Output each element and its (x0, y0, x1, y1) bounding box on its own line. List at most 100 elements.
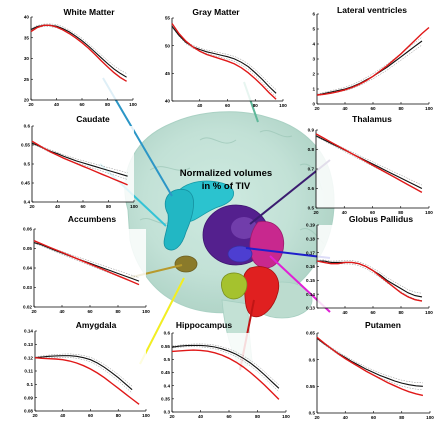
caudate-title: Caudate (76, 114, 110, 124)
lateral-ventricles-ytick-label: 0 (312, 102, 315, 107)
amygdala-ci-lower (34, 357, 133, 394)
thalamus-ytick-label: 0.6 (308, 186, 315, 191)
globus-pallidus-plot-area (317, 225, 429, 308)
white-matter-ytick-label: 30 (24, 56, 30, 61)
accumbens-ytick-label: 0.03 (23, 285, 32, 290)
lateral-ventricles-ytick-label: 4 (312, 42, 315, 47)
chart-caudate: Caudate 20 40 60 80 100 0.4 0.45 0.5 0.55 0.6 (21, 114, 138, 209)
lateral-ventricles-ytick-label: 2 (312, 72, 315, 77)
caudate-xtick-label: 80 (106, 204, 112, 209)
thalamus-xtick-label: 40 (342, 210, 348, 215)
thalamus-plot-area (316, 130, 429, 208)
thalamus-xtick-label: 100 (425, 210, 433, 215)
putamen-ytick-label: 0.55 (306, 384, 315, 389)
lateral-ventricles-fit-line (316, 26, 430, 96)
chart-hippocampus: Hippocampus 20 40 60 80 100 0.3 0.35 0.4 0.45 0.5 0… (161, 320, 290, 419)
white-matter-xtick-label: 80 (105, 102, 111, 107)
globus-pallidus-ytick-label: 0.13 (306, 306, 315, 311)
caudate-ytick-label: 0.4 (24, 200, 31, 205)
brain-illustration (124, 111, 335, 367)
amygdala-ytick-label: 0.08 (24, 409, 33, 414)
amygdala-fit-line (34, 357, 140, 405)
white-matter-ci-upper (30, 23, 127, 74)
putamen-xtick-label: 100 (426, 415, 434, 420)
white-matter-ytick-label: 20 (24, 98, 30, 103)
globus-pallidus-xtick-label: 100 (425, 310, 433, 315)
accumbens-xtick-label: 100 (142, 309, 150, 314)
thalamus-title: Thalamus (352, 114, 392, 124)
thalamus-xtick-label: 60 (370, 210, 376, 215)
white-matter-xtick-label: 40 (54, 102, 60, 107)
amygdala-xtick-label: 60 (88, 413, 94, 418)
gray-matter-ytick-label: 40 (165, 99, 171, 104)
accumbens-ytick-label: 0.04 (23, 266, 32, 271)
putamen-ytick-label: 0.65 (306, 331, 315, 336)
hippocampus-title: Hippocampus (176, 320, 232, 330)
accumbens-xtick-label: 60 (87, 309, 93, 314)
putamen-xtick-label: 20 (314, 415, 320, 420)
putamen-ytick-label: 0.6 (309, 357, 316, 362)
pointer-amygdala (139, 277, 185, 365)
hippocampus-xtick-label: 100 (282, 414, 290, 419)
globus-pallidus-ytick-label: 0.18 (306, 236, 315, 241)
hippocampus-xtick-label: 60 (226, 414, 232, 419)
center-label-line2: in % of TIV (202, 181, 251, 192)
hippocampus-ci-lower (171, 346, 280, 392)
white-matter-xtick-label: 60 (79, 102, 85, 107)
gyri (139, 130, 325, 245)
accumbens-plot-area (34, 229, 146, 307)
accumbens-shape (174, 255, 198, 273)
lateral-ventricles-plot-area (317, 14, 429, 104)
hippocampus-fit-line (171, 349, 280, 400)
caudate-ytick-label: 0.55 (21, 143, 30, 148)
chart-amygdala: Amygdala 20 40 60 80 100 0.08 0.09 0.1 0.11 0.12 0.… (24, 320, 150, 418)
accumbens-xtick-label: 20 (31, 309, 37, 314)
amygdala-xtick-label: 20 (32, 413, 38, 418)
putamen-fit-line (316, 336, 424, 397)
globus-pallidus-ci-upper (316, 259, 423, 294)
white-matter-ytick-label: 40 (24, 15, 30, 20)
amygdala-ytick-label: 0.11 (24, 369, 33, 374)
amygdala-ytick-label: 0.12 (24, 355, 33, 360)
pointer-globus-pallidus (245, 247, 331, 259)
putamen-xtick-label: 80 (399, 415, 405, 420)
caudate-ci-upper (31, 142, 128, 174)
globus-pallidus-ytick-label: 0.15 (306, 278, 315, 283)
hippocampus-ytick-label: 0.5 (164, 357, 171, 362)
lateral-ventricles-xtick-label: 100 (425, 106, 433, 111)
amygdala-xtick-label: 40 (60, 413, 66, 418)
hippocampus-xtick-label: 80 (255, 414, 261, 419)
caudate-xtick-label: 40 (55, 204, 61, 209)
thalamus-ytick-label: 0.7 (308, 167, 315, 172)
amygdala-ytick-label: 0.1 (27, 382, 34, 387)
thalamus-ytick-label: 0.9 (308, 128, 315, 133)
gray-matter-xtick-label: 60 (225, 103, 231, 108)
gray-matter-ytick-label: 50 (165, 43, 171, 48)
lateral-ventricles-title: Lateral ventricles (337, 5, 407, 15)
chart-lateral-ventricles: Lateral ventricles 20 40 60 80 100 0 1 2 3 4 5 6 (312, 5, 433, 111)
chart-thalamus: Thalamus 20 40 60 80 100 0.5 0.6 0.7 0.8 0.9 (308, 114, 434, 215)
lateral-ventricles-xtick-label: 80 (398, 106, 404, 111)
caudate-xtick-label: 20 (29, 204, 35, 209)
globus-pallidus-title: Globus Pallidus (349, 214, 414, 224)
globus-pallidus-ytick-label: 0.16 (306, 264, 315, 269)
gray-matter-xtick-label: 80 (253, 103, 259, 108)
lateral-ventricles-xtick-label: 60 (370, 106, 376, 111)
amygdala-plot-area (35, 331, 146, 411)
globus-pallidus-xtick-label: 80 (398, 310, 404, 315)
caudate-ytick-label: 0.5 (24, 162, 31, 167)
accumbens-title: Accumbens (68, 214, 116, 224)
gray-matter-ytick-label: 55 (165, 16, 171, 21)
globus-pallidus-ytick-label: 0.17 (306, 250, 315, 255)
putamen-xtick-label: 40 (343, 415, 349, 420)
hippocampus-xtick-label: 20 (169, 414, 175, 419)
accumbens-xtick-label: 80 (115, 309, 121, 314)
white-matter-fit-line (30, 24, 127, 82)
lateral-ventricles-ytick-label: 3 (312, 57, 315, 62)
amygdala-xtick-label: 80 (116, 413, 122, 418)
caudate-xtick-label: 60 (80, 204, 86, 209)
globus-pallidus-fit-line (316, 260, 423, 302)
white-matter-plot-area (31, 17, 133, 100)
chart-putamen: Putamen 20 40 60 80 100 0.5 0.55 0.6 0.65 (306, 320, 434, 420)
